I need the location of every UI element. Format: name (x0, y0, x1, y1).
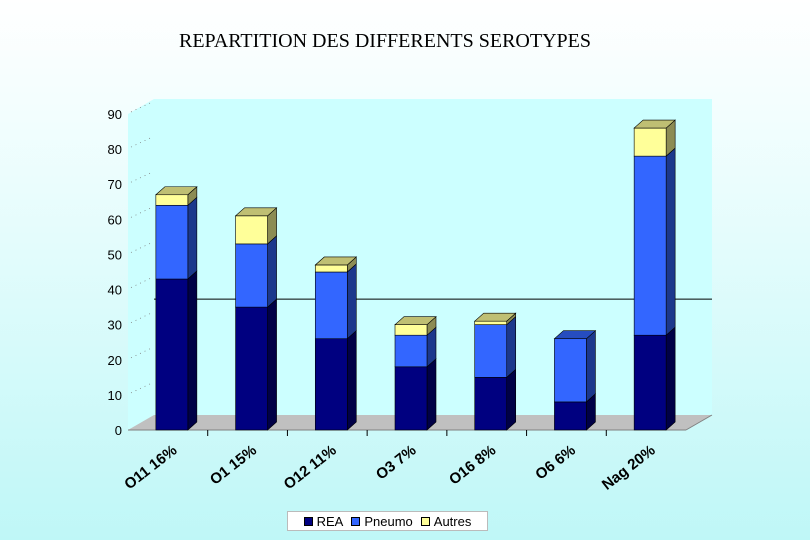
bar-pneumo-side (187, 196, 198, 280)
bar-autres-segment (235, 215, 268, 245)
bar-pneumo-segment (314, 271, 348, 340)
y-tick-label: 90 (108, 107, 122, 122)
legend-swatch (420, 516, 430, 526)
bar-rea-side (506, 368, 517, 431)
legend-swatch (351, 516, 361, 526)
bar-rea-segment (554, 401, 587, 431)
y-grid-trace (130, 137, 151, 148)
x-axis-ticks: O11 16% O1 15% O12 11% O3 7% O16 8% O6 6% Nag … (121, 430, 659, 494)
y-tick-label: 60 (108, 212, 122, 227)
bar-autres-segment (314, 264, 348, 273)
legend-label: Autres (433, 513, 472, 529)
bar-pneumo-segment (633, 155, 667, 336)
legend: REA Pneumo Autres (287, 511, 488, 531)
y-tick-label: 10 (108, 388, 122, 403)
bar-rea-side (426, 358, 437, 431)
bar-pneumo-side (346, 263, 357, 340)
legend-label: REA (316, 513, 344, 529)
bar-pneumo-segment (235, 243, 268, 308)
y-grid-trace (130, 172, 151, 183)
bar-pneumo-side (506, 315, 517, 379)
y-grid-trace (130, 102, 151, 113)
bar-rea-side (665, 326, 676, 431)
bar-autres-top (234, 207, 278, 217)
bar-rea-segment (314, 338, 348, 431)
bar-autres-top (314, 256, 358, 266)
bar-rea-segment (633, 334, 667, 431)
bar-pneumo-side (267, 235, 277, 308)
bar-pneumo-side (586, 330, 596, 403)
y-grid-trace (130, 208, 151, 218)
y-grid-trace (130, 348, 151, 359)
bar-pneumo-segment (394, 334, 428, 368)
floor-edge (685, 414, 713, 431)
y-tick-label: 70 (108, 177, 122, 192)
legend-item: Pneumo (351, 513, 413, 529)
y-grid-trace (130, 383, 151, 394)
bar-autres-top (394, 316, 437, 325)
bar-rea-side (346, 330, 357, 431)
legend-swatch (303, 516, 313, 526)
x-tick-label: O1 15% (207, 442, 260, 489)
x-tick-label: O12 11% (281, 442, 340, 493)
y-tick-label: 0 (115, 423, 122, 438)
y-grid-trace (130, 313, 151, 323)
x-tick-label: O16 8% (446, 442, 499, 489)
bar-autres-segment (155, 194, 189, 206)
bar-rea-segment (155, 278, 189, 431)
y-grid-trace (130, 243, 151, 253)
legend-item: Autres (420, 513, 472, 529)
bar-pneumo-side (665, 147, 676, 336)
bar-pneumo-segment (155, 204, 189, 280)
y-tick-label: 40 (108, 283, 122, 298)
bar-pneumo-segment (474, 324, 508, 378)
bar-autres-segment (474, 320, 508, 325)
y-grid-trace (130, 278, 151, 288)
bar-rea-segment (394, 366, 428, 431)
bar-rea-side (267, 298, 277, 431)
bar-autres-segment (633, 127, 667, 157)
y-tick-label: 20 (108, 353, 122, 368)
bar-autres-top (155, 186, 198, 196)
x-tick-label: O3 7% (373, 442, 420, 484)
bar-autres-top (633, 119, 676, 129)
x-tick-label: Nag 20% (599, 442, 659, 494)
bar-rea-segment (474, 377, 508, 431)
x-tick-label: O11 16% (121, 442, 180, 493)
bars (155, 119, 676, 431)
bar-rea-side (187, 270, 198, 431)
bar-pneumo-segment (554, 338, 587, 403)
y-tick-label: 80 (108, 142, 122, 157)
bar-rea-segment (235, 306, 268, 431)
bar-autres-segment (394, 324, 428, 336)
side-wall (128, 99, 154, 430)
y-tick-label: 50 (108, 247, 122, 262)
chart-title: REPARTITION DES DIFFERENTS SEROTYPES (178, 30, 591, 52)
y-axis-ticks: 0 10 20 30 40 50 60 70 80 90 (108, 102, 151, 438)
legend-item: REA (303, 513, 344, 529)
bar-autres-top (473, 312, 517, 322)
x-tick-label: O6 6% (532, 442, 579, 484)
legend-label: Pneumo (364, 513, 413, 529)
bar-pneumo-top (553, 330, 597, 340)
y-tick-label: 30 (108, 318, 122, 333)
